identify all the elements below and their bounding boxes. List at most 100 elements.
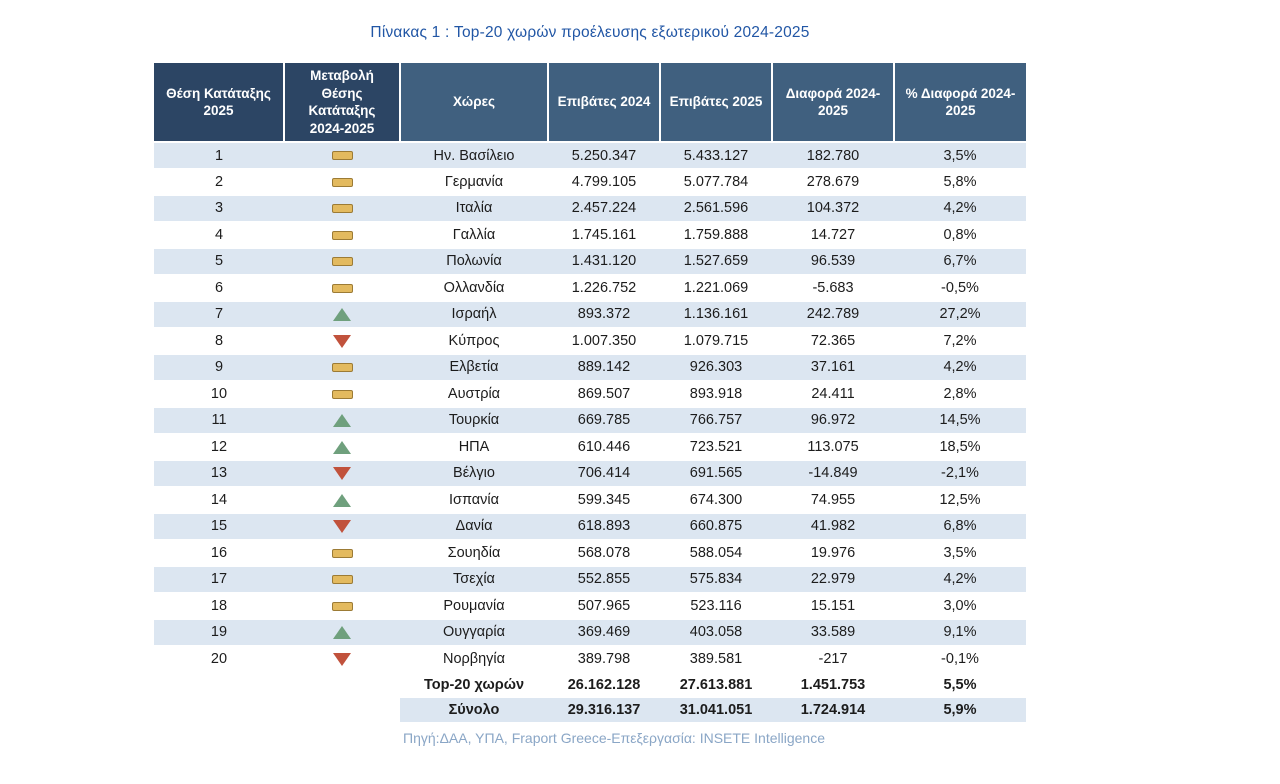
diff-cell: 24.411	[772, 380, 894, 408]
table-row: 8 Κύπρος 1.007.350 1.079.715 72.365 7,2%	[154, 327, 1026, 355]
diff-cell: -217	[772, 645, 894, 673]
diff-cell: -5.683	[772, 274, 894, 302]
total-label-cell: Σύνολο	[400, 697, 548, 723]
passengers-2025-cell: 523.116	[660, 592, 772, 620]
header-rank: Θέση Κατάταξης 2025	[154, 63, 284, 144]
diff-cell: 14.727	[772, 221, 894, 249]
table-row: 9 Ελβετία 889.142 926.303 37.161 4,2%	[154, 354, 1026, 382]
table-row: 10 Αυστρία 869.507 893.918 24.411 2,8%	[154, 380, 1026, 408]
rank-cell: 15	[154, 513, 284, 541]
table-row: 19 Ουγγαρία 369.469 403.058 33.589 9,1%	[154, 619, 1026, 647]
rank-cell: 17	[154, 566, 284, 594]
passengers-2024-cell: 568.078	[548, 539, 660, 567]
passengers-2024-cell: 2.457.224	[548, 195, 660, 223]
pct-diff-cell: 3,5%	[894, 539, 1026, 567]
trend-same-icon	[331, 601, 353, 611]
trend-cell	[284, 221, 400, 249]
passengers-2024-cell: 369.469	[548, 619, 660, 647]
pct-diff-cell: 3,0%	[894, 592, 1026, 620]
passengers-2024-cell: 889.142	[548, 354, 660, 382]
header-passengers-2025: Επιβάτες 2025	[659, 63, 772, 144]
table-row: 13 Βέλγιο 706.414 691.565 -14.849 -2,1%	[154, 460, 1026, 488]
passengers-2024-cell: 610.446	[548, 433, 660, 461]
table-row: 17 Τσεχία 552.855 575.834 22.979 4,2%	[154, 566, 1026, 594]
diff-cell: 96.539	[772, 248, 894, 276]
pct-diff-cell: 6,7%	[894, 248, 1026, 276]
rank-cell: 11	[154, 407, 284, 435]
passengers-2025-cell: 575.834	[660, 566, 772, 594]
pct-diff-cell: 2,8%	[894, 380, 1026, 408]
empty-cell	[154, 672, 284, 698]
rank-cell: 1	[154, 142, 284, 170]
table-row: 5 Πολωνία 1.431.120 1.527.659 96.539 6,7…	[154, 248, 1026, 276]
passengers-2024-cell: 1.431.120	[548, 248, 660, 276]
diff-cell: 96.972	[772, 407, 894, 435]
table-row: 6 Ολλανδία 1.226.752 1.221.069 -5.683 -0…	[154, 274, 1026, 302]
passengers-2025-cell: 5.433.127	[660, 142, 772, 170]
trend-down-icon	[333, 652, 351, 666]
pct-diff-cell: 7,2%	[894, 327, 1026, 355]
trend-same-icon	[331, 257, 353, 267]
table-row: 18 Ρουμανία 507.965 523.116 15.151 3,0%	[154, 592, 1026, 620]
trend-up-icon	[333, 493, 351, 507]
diff-cell: 182.780	[772, 142, 894, 170]
trend-down-icon	[333, 467, 351, 481]
passengers-2025-cell: 893.918	[660, 380, 772, 408]
country-cell: Αυστρία	[400, 380, 548, 408]
passengers-2024-cell: 5.250.347	[548, 142, 660, 170]
country-cell: Ην. Βασίλειο	[400, 142, 548, 170]
trend-same-icon	[331, 230, 353, 240]
diff-cell: 1.724.914	[772, 697, 894, 723]
rank-cell: 18	[154, 592, 284, 620]
passengers-2025-cell: 674.300	[660, 486, 772, 514]
header-passengers-2024: Επιβάτες 2024	[547, 63, 660, 144]
passengers-2025-cell: 27.613.881	[660, 672, 772, 698]
passengers-2025-cell: 5.077.784	[660, 168, 772, 196]
trend-same-icon	[331, 151, 353, 161]
country-cell: Ολλανδία	[400, 274, 548, 302]
header-row: Θέση Κατάταξης 2025 Μεταβολή Θέσης Κατάτ…	[154, 63, 1026, 144]
country-cell: Ισραήλ	[400, 301, 548, 329]
country-cell: Δανία	[400, 513, 548, 541]
header-country: Χώρες	[399, 63, 548, 144]
passengers-2025-cell: 1.079.715	[660, 327, 772, 355]
total-label-cell: Top-20 χωρών	[400, 672, 548, 698]
pct-diff-cell: 4,2%	[894, 566, 1026, 594]
trend-same-icon	[331, 204, 353, 214]
pct-diff-cell: 0,8%	[894, 221, 1026, 249]
country-cell: Πολωνία	[400, 248, 548, 276]
trend-down-icon	[333, 334, 351, 348]
trend-down-icon	[333, 520, 351, 534]
pct-diff-cell: 9,1%	[894, 619, 1026, 647]
trend-cell	[284, 486, 400, 514]
trend-cell	[284, 407, 400, 435]
trend-cell	[284, 539, 400, 567]
trend-same-icon	[331, 283, 353, 293]
pct-diff-cell: 5,5%	[894, 672, 1026, 698]
top20-total-row: Top-20 χωρών 26.162.128 27.613.881 1.451…	[154, 672, 1026, 698]
table-row: 11 Τουρκία 669.785 766.757 96.972 14,5%	[154, 407, 1026, 435]
table-row: 1 Ην. Βασίλειο 5.250.347 5.433.127 182.7…	[154, 142, 1026, 170]
trend-cell	[284, 248, 400, 276]
trend-cell	[284, 566, 400, 594]
passengers-2025-cell: 1.759.888	[660, 221, 772, 249]
table-header: Θέση Κατάταξης 2025 Μεταβολή Θέσης Κατάτ…	[154, 63, 1026, 144]
country-cell: Ρουμανία	[400, 592, 548, 620]
pct-diff-cell: 4,2%	[894, 195, 1026, 223]
passengers-2025-cell: 660.875	[660, 513, 772, 541]
table-row: 15 Δανία 618.893 660.875 41.982 6,8%	[154, 513, 1026, 541]
passengers-2024-cell: 669.785	[548, 407, 660, 435]
pct-diff-cell: -0,5%	[894, 274, 1026, 302]
passengers-2024-cell: 1.745.161	[548, 221, 660, 249]
pct-diff-cell: 27,2%	[894, 301, 1026, 329]
country-cell: Τουρκία	[400, 407, 548, 435]
trend-same-icon	[331, 363, 353, 373]
empty-cell	[284, 697, 400, 723]
diff-cell: -14.849	[772, 460, 894, 488]
diff-cell: 33.589	[772, 619, 894, 647]
trend-cell	[284, 327, 400, 355]
pct-diff-cell: 12,5%	[894, 486, 1026, 514]
trend-cell	[284, 168, 400, 196]
pct-diff-cell: 5,9%	[894, 697, 1026, 723]
